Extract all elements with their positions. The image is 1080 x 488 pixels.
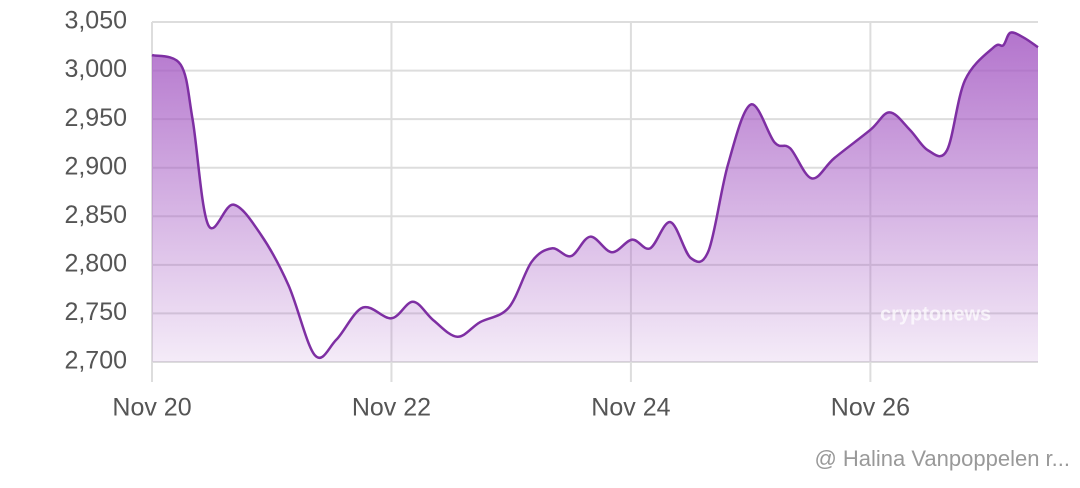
- credit: @ Halina Vanpoppelen r...: [814, 446, 1070, 471]
- y-tick-label: 3,050: [64, 7, 127, 35]
- line: [151, 31, 1039, 359]
- y-tick-label: 2,800: [64, 249, 127, 277]
- watermark: cryptonews: [880, 303, 991, 325]
- y-tick-label: 3,000: [64, 55, 127, 83]
- y-tick-label: 2,950: [64, 104, 127, 132]
- x-tick-label: Nov 24: [591, 394, 670, 422]
- area: [152, 32, 1038, 363]
- y-tick-label: 2,900: [64, 152, 127, 180]
- x-tick-label: Nov 26: [831, 394, 910, 422]
- x-tick-label: Nov 22: [352, 394, 431, 422]
- y-tick-label: 2,750: [64, 298, 127, 326]
- y-tick-label: 2,850: [64, 201, 127, 229]
- x-tick-label: Nov 20: [112, 394, 191, 422]
- y-tick-label: 2,700: [64, 347, 127, 375]
